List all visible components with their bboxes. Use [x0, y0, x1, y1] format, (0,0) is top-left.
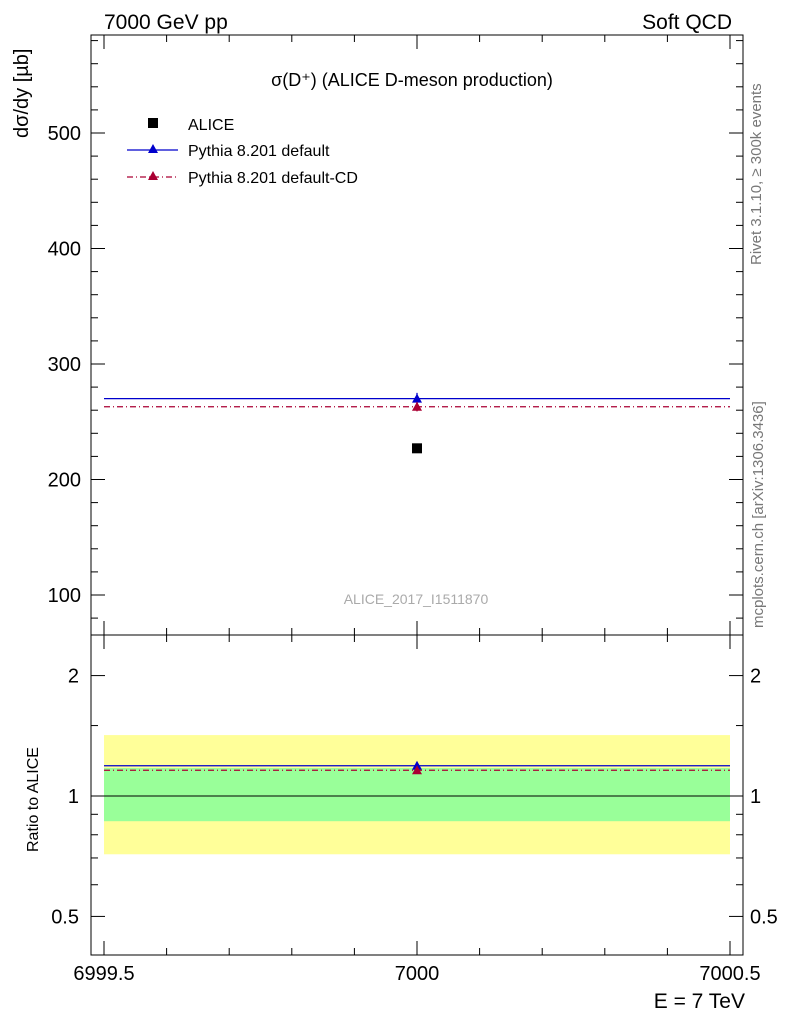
- analysis-watermark: ALICE_2017_I1511870: [344, 591, 489, 607]
- plot-title: σ(D⁺) (ALICE D-meson production): [271, 70, 553, 90]
- header-right: Soft QCD: [642, 11, 732, 34]
- legend-default-marker: [148, 144, 158, 153]
- mcplots-label: mcplots.cern.ch [arXiv:1306.3436]: [750, 401, 767, 628]
- main-ylabel: dσ/dy [µb]: [11, 49, 33, 138]
- axis-ticks: 100 200 300 400 500 6999.5 7000 7000.5 0.5 0.5 1 1 2…: [48, 35, 778, 985]
- data-point-pythia-8-201-default-cd: [412, 401, 422, 411]
- legend-label-alice: ALICE: [188, 117, 234, 134]
- main-ytick-label: 100: [48, 585, 81, 607]
- ylabel-ratio: Ratio to ALICE: [25, 747, 42, 852]
- main-ytick-label: 400: [48, 239, 81, 261]
- xlabel: E = 7 TeV: [654, 990, 745, 1013]
- ratio-band-inner: [104, 767, 730, 822]
- legend-label-cd: Pythia 8.201 default-CD: [188, 170, 358, 187]
- ratio-ytick-label-left: 1: [68, 786, 79, 808]
- xtick-label: 7000: [395, 963, 440, 985]
- legend-label-default: Pythia 8.201 default: [188, 143, 330, 160]
- ratio-ytick-label-left: 0.5: [51, 906, 79, 928]
- data-point-pythia-8-201-default: [412, 393, 422, 403]
- rivet-label: Rivet 3.1.10, ≥ 300k events: [748, 83, 765, 265]
- legend-cd-marker: [148, 171, 158, 180]
- xtick-label: 6999.5: [73, 963, 134, 985]
- ratio-bands: [104, 735, 730, 855]
- xtick-label: 7000.5: [699, 963, 760, 985]
- ratio-ytick-label-right: 0.5: [750, 906, 778, 928]
- ylabel-main: dσ/dy [µb]: [11, 49, 33, 138]
- ratio-point-pythia-8-201-default-cd: [412, 765, 422, 775]
- main-ytick-label: 300: [48, 354, 81, 376]
- main-ytick-label: 200: [48, 470, 81, 492]
- ratio-ytick-label-right: 2: [750, 666, 761, 688]
- header-left: 7000 GeV pp: [104, 11, 228, 34]
- legend-alice-marker: [148, 118, 158, 128]
- ratio-ytick-label-right: 1: [750, 786, 761, 808]
- legend: ALICE Pythia 8.201 default Pythia 8.201 …: [127, 117, 358, 187]
- chart-marks: [104, 392, 730, 797]
- data-point-alice: [412, 443, 422, 454]
- main-ytick-label: 500: [48, 123, 81, 145]
- ratio-ytick-label-left: 2: [68, 666, 79, 688]
